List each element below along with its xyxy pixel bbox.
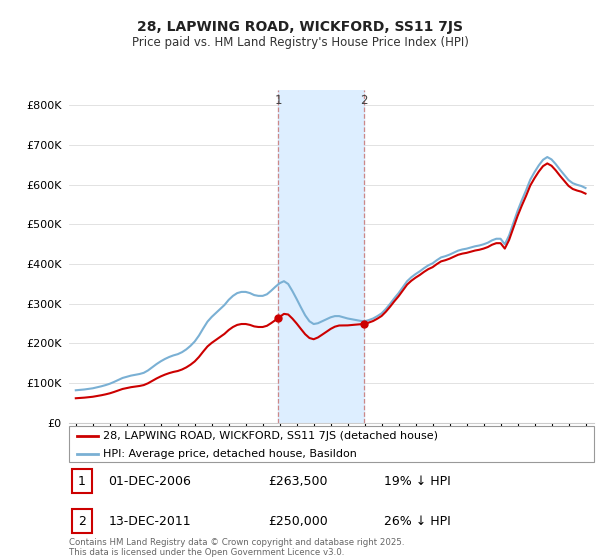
Text: HPI: Average price, detached house, Basildon: HPI: Average price, detached house, Basi… (103, 449, 357, 459)
Text: Contains HM Land Registry data © Crown copyright and database right 2025.
This d: Contains HM Land Registry data © Crown c… (69, 538, 404, 557)
Text: 01-DEC-2006: 01-DEC-2006 (109, 474, 191, 488)
Bar (278, 90, 364, 423)
FancyBboxPatch shape (71, 469, 92, 493)
Text: £263,500: £263,500 (269, 474, 328, 488)
FancyBboxPatch shape (71, 509, 92, 533)
Text: 26% ↓ HPI: 26% ↓ HPI (384, 515, 451, 528)
Text: 28, LAPWING ROAD, WICKFORD, SS11 7JS (detached house): 28, LAPWING ROAD, WICKFORD, SS11 7JS (de… (103, 431, 438, 441)
Text: 1: 1 (77, 474, 86, 488)
FancyBboxPatch shape (69, 426, 594, 462)
Text: £250,000: £250,000 (269, 515, 328, 528)
Text: 1: 1 (275, 94, 282, 106)
Text: 19% ↓ HPI: 19% ↓ HPI (384, 474, 451, 488)
Text: Price paid vs. HM Land Registry's House Price Index (HPI): Price paid vs. HM Land Registry's House … (131, 36, 469, 49)
Text: 2: 2 (360, 94, 368, 106)
Text: 2: 2 (77, 515, 86, 528)
Text: 13-DEC-2011: 13-DEC-2011 (109, 515, 191, 528)
Text: 28, LAPWING ROAD, WICKFORD, SS11 7JS: 28, LAPWING ROAD, WICKFORD, SS11 7JS (137, 20, 463, 34)
